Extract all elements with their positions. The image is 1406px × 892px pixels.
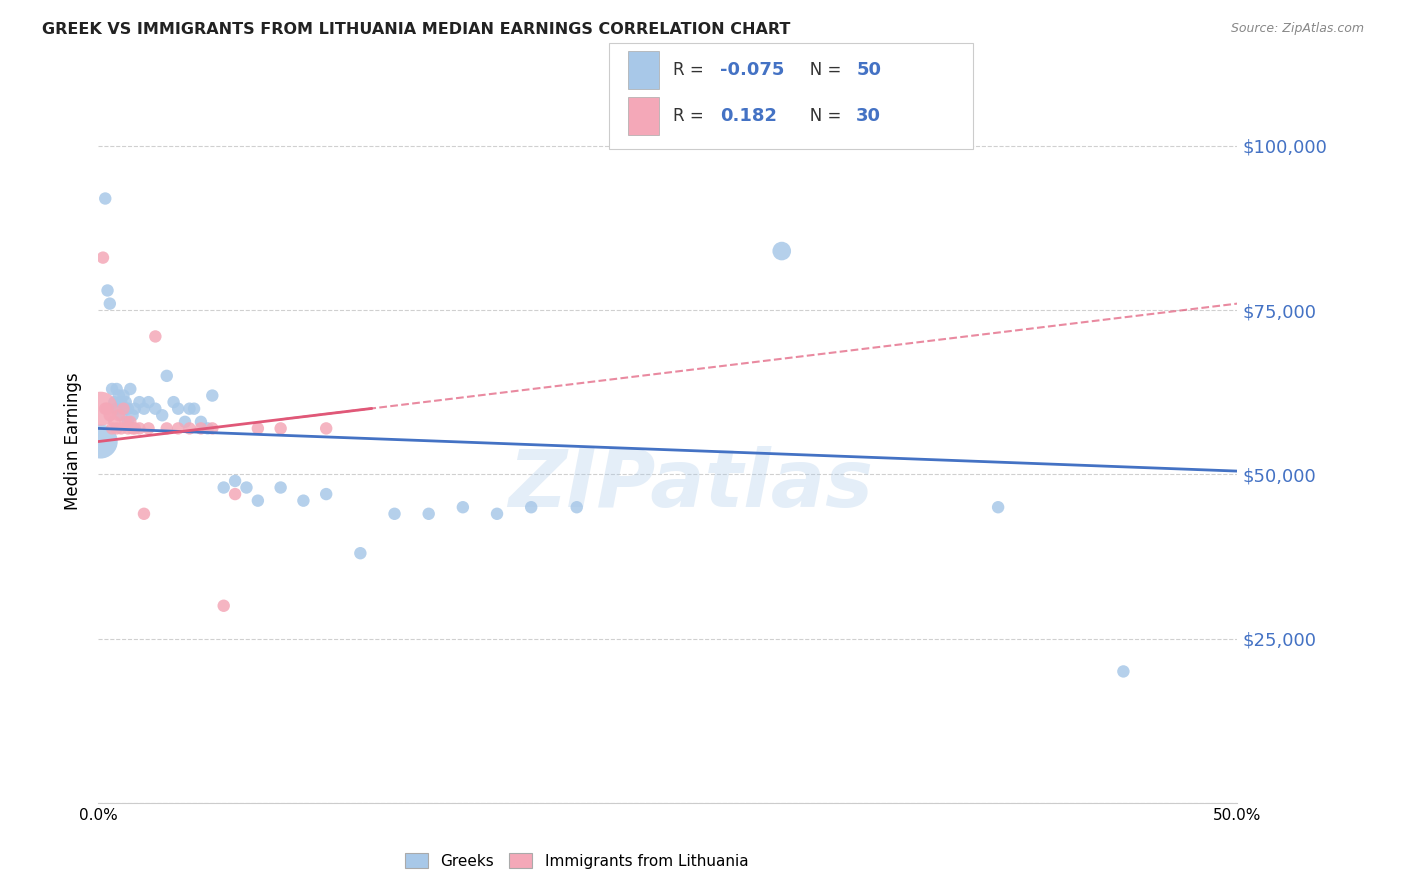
Point — [138, 395, 160, 409]
Point — [121, 409, 143, 423]
Text: R =: R = — [673, 61, 710, 79]
Point — [190, 421, 212, 435]
Point — [94, 401, 117, 416]
Point — [167, 421, 190, 435]
Point — [349, 546, 371, 560]
Point — [91, 251, 114, 265]
Point — [110, 395, 132, 409]
Point — [451, 500, 474, 515]
Point — [246, 421, 269, 435]
Text: GREEK VS IMMIGRANTS FROM LITHUANIA MEDIAN EARNINGS CORRELATION CHART: GREEK VS IMMIGRANTS FROM LITHUANIA MEDIA… — [42, 22, 790, 37]
Point — [145, 401, 167, 416]
Point — [105, 421, 128, 435]
Point — [197, 421, 219, 435]
Point — [270, 481, 292, 495]
Point — [156, 368, 179, 383]
Point — [212, 481, 235, 495]
Point — [384, 507, 406, 521]
Point — [121, 421, 143, 435]
Text: 30: 30 — [856, 107, 882, 125]
Point — [162, 395, 184, 409]
Point — [565, 500, 588, 515]
Point — [117, 401, 139, 416]
Point — [315, 487, 337, 501]
Point — [114, 415, 136, 429]
Point — [138, 421, 160, 435]
Point — [90, 401, 112, 416]
Y-axis label: Median Earnings: Median Earnings — [65, 373, 83, 510]
Point — [105, 382, 128, 396]
Point — [112, 388, 135, 402]
Point — [110, 421, 132, 435]
Point — [96, 401, 118, 416]
Point — [114, 401, 136, 416]
Point — [132, 507, 155, 521]
Point — [145, 329, 167, 343]
Text: 0.182: 0.182 — [720, 107, 778, 125]
Point — [201, 388, 224, 402]
Text: R =: R = — [673, 107, 710, 125]
Point — [124, 421, 146, 435]
Point — [101, 421, 124, 435]
Point — [150, 409, 173, 423]
Point — [315, 421, 337, 435]
Point — [190, 415, 212, 429]
Point — [124, 401, 146, 416]
Point — [179, 401, 201, 416]
Point — [246, 493, 269, 508]
Point — [201, 421, 224, 435]
Point — [183, 401, 205, 416]
Point — [179, 421, 201, 435]
Point — [224, 474, 246, 488]
Point — [212, 599, 235, 613]
Point — [156, 421, 179, 435]
Point — [108, 409, 131, 423]
Point — [112, 401, 135, 416]
Point — [418, 507, 440, 521]
Text: Source: ZipAtlas.com: Source: ZipAtlas.com — [1230, 22, 1364, 36]
Text: -0.075: -0.075 — [720, 61, 785, 79]
Text: N =: N = — [794, 107, 846, 125]
Text: N =: N = — [794, 61, 846, 79]
Point — [94, 192, 117, 206]
Point — [117, 415, 139, 429]
Legend: Greeks, Immigrants from Lithuania: Greeks, Immigrants from Lithuania — [399, 847, 754, 875]
Point — [292, 493, 315, 508]
Text: ZIPatlas: ZIPatlas — [508, 446, 873, 524]
Point — [96, 284, 118, 298]
Point — [103, 395, 125, 409]
Point — [132, 401, 155, 416]
Point — [105, 401, 128, 416]
Point — [270, 421, 292, 435]
Point — [486, 507, 509, 521]
Point — [770, 244, 793, 258]
Point — [235, 481, 257, 495]
Point — [114, 395, 136, 409]
Point — [117, 421, 139, 435]
Point — [101, 382, 124, 396]
Point — [98, 409, 121, 423]
Point — [98, 296, 121, 310]
Point — [987, 500, 1010, 515]
Point — [110, 409, 132, 423]
Point — [1112, 665, 1135, 679]
Point — [128, 395, 150, 409]
Point — [174, 415, 197, 429]
Point — [103, 415, 125, 429]
Point — [167, 401, 190, 416]
Text: 50: 50 — [856, 61, 882, 79]
Point — [90, 434, 112, 449]
Point — [108, 388, 131, 402]
Point — [128, 421, 150, 435]
Point — [520, 500, 543, 515]
Point — [120, 415, 142, 429]
Point — [120, 382, 142, 396]
Point — [224, 487, 246, 501]
